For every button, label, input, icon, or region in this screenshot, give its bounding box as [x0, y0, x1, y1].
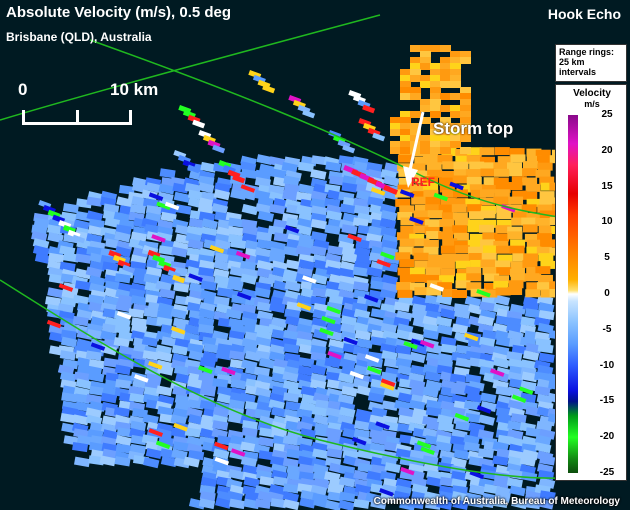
range-ring-outer: [0, 279, 561, 479]
velocity-tick-label: 15: [601, 180, 613, 192]
velocity-tick-label: -15: [599, 395, 615, 407]
velocity-tick-label: 20: [601, 144, 613, 156]
scale-zero-label: 0: [18, 80, 28, 99]
rings-line-2: 25 km: [559, 57, 585, 67]
velocity-tick-label: -10: [599, 359, 615, 371]
velocity-color-bar: [568, 115, 578, 473]
velocity-tick-label: -5: [602, 323, 612, 335]
scale-distance-label: 10 km: [110, 80, 159, 99]
ref-marker-label: REF: [411, 175, 435, 189]
velocity-tick-label: 25: [601, 109, 613, 120]
product-title: Absolute Velocity (m/s), 0.5 deg: [6, 4, 232, 21]
velocity-legend-title: Velocity: [573, 88, 611, 99]
velocity-tick-label: 0: [604, 288, 610, 299]
velocity-tick-label: -25: [599, 467, 615, 478]
velocity-tick-label: -20: [599, 431, 615, 443]
range-ring-top: [0, 14, 381, 121]
storm-top-arrow: [403, 111, 425, 188]
radar-location: Brisbane (QLD), Australia: [6, 30, 152, 44]
copyright-credit: Commonwealth of Australia, Bureau of Met…: [373, 496, 620, 507]
scenario-label: Hook Echo: [547, 6, 621, 22]
velocity-legend: Velocity m/s 25 20 15 10 5 0 -5 -10 -15 -20 -25: [555, 84, 627, 481]
storm-top-label: Storm top: [433, 119, 514, 138]
velocity-tick-label: 5: [604, 252, 610, 264]
velocity-tick-label: 10: [601, 216, 613, 228]
distance-scale-bar: [22, 110, 132, 126]
velocity-legend-unit: m/s: [584, 99, 600, 109]
range-rings-legend: Range rings: 25 km intervals: [555, 44, 627, 82]
rings-line-1: Range rings:: [559, 47, 615, 57]
inbound-velocity-field: [31, 154, 565, 510]
velocity-speckles: [38, 70, 534, 497]
rings-line-3: intervals: [559, 67, 597, 77]
